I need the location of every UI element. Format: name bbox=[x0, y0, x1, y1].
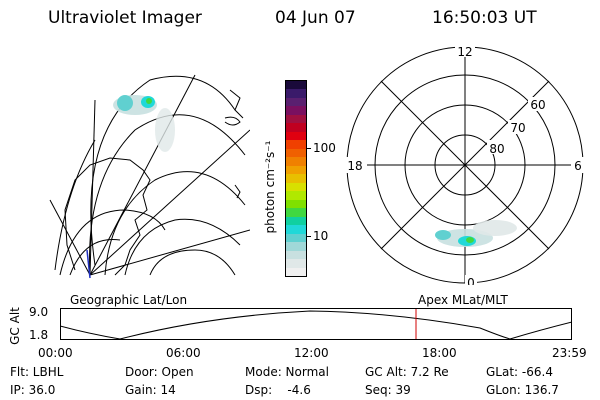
colorbar-band bbox=[286, 114, 306, 124]
colorbar-band bbox=[286, 233, 306, 243]
colorbar bbox=[285, 80, 307, 277]
colorbar-unit-label: photon cm⁻²s⁻¹ bbox=[263, 140, 277, 234]
timeline-xtick-0000: 00:00 bbox=[38, 346, 73, 360]
colorbar-tick-mark-10 bbox=[306, 236, 311, 237]
timeline-xtick-0600: 06:00 bbox=[166, 346, 201, 360]
colorbar-band bbox=[286, 174, 306, 183]
mode-value: Mode: Normal bbox=[245, 365, 329, 379]
coastline bbox=[64, 157, 151, 276]
map-graticule bbox=[49, 74, 250, 276]
geographic-map bbox=[49, 74, 250, 279]
colorbar-band bbox=[286, 182, 306, 192]
altitude-timeline bbox=[60, 308, 572, 340]
timeline-yaxis-label: GC Alt bbox=[8, 307, 22, 345]
seq-value: Seq: 39 bbox=[365, 383, 411, 397]
ip-value: IP: 36.0 bbox=[10, 383, 56, 397]
mlt-label-12: 12 bbox=[457, 45, 472, 59]
colorbar-band bbox=[286, 250, 306, 260]
colorbar-band bbox=[286, 131, 306, 141]
colorbar-band bbox=[286, 97, 306, 107]
date-label: 04 Jun 07 bbox=[275, 8, 356, 28]
lat-label-70: 70 bbox=[510, 121, 525, 135]
door-value: Door: Open bbox=[125, 365, 194, 379]
colorbar-tick-10: 10 bbox=[313, 229, 329, 243]
filter-value: Flt: LBHL bbox=[10, 365, 64, 379]
polar-plot: 12 18 6 0 60 70 80 bbox=[345, 45, 585, 285]
colorbar-band bbox=[286, 140, 306, 149]
colorbar-band bbox=[286, 208, 306, 217]
spacecraft-track bbox=[86, 249, 91, 279]
colorbar-band bbox=[286, 157, 306, 166]
time-label: 16:50:03 UT bbox=[432, 8, 537, 28]
apex-mlat-mlt-label: Apex MLat/MLT bbox=[418, 293, 508, 307]
colorbar-band bbox=[286, 123, 306, 132]
gain-value: Gain: 14 bbox=[125, 383, 176, 397]
colorbar-band bbox=[286, 267, 306, 277]
colorbar-band bbox=[286, 225, 306, 234]
mlt-label-0: 0 bbox=[467, 276, 475, 285]
colorbar-band bbox=[286, 165, 306, 175]
timeline-ytick-low: 1.8 bbox=[29, 328, 49, 342]
timeline-xtick-1800: 18:00 bbox=[422, 346, 457, 360]
gc-alt-value: GC Alt: 7.2 Re bbox=[365, 365, 449, 379]
colorbar-band bbox=[286, 106, 306, 115]
colorbar-band bbox=[286, 242, 306, 251]
colorbar-band bbox=[286, 89, 306, 98]
colorbar-tick-100: 100 bbox=[313, 141, 336, 155]
app-title: Ultraviolet Imager bbox=[48, 8, 202, 28]
mlt-label-6: 6 bbox=[574, 159, 582, 173]
lat-label-80: 80 bbox=[489, 142, 504, 156]
colorbar-band bbox=[286, 199, 306, 209]
dsp-value: Dsp: -4.6 bbox=[245, 383, 311, 397]
colorbar-band bbox=[286, 259, 306, 268]
colorbar-band bbox=[286, 191, 306, 200]
aurora-emission-geo bbox=[113, 95, 175, 152]
aurora-emission-polar bbox=[435, 220, 517, 247]
colorbar-band bbox=[286, 81, 306, 90]
timeline-xtick-2359: 23:59 bbox=[552, 346, 587, 360]
mlt-label-18: 18 bbox=[347, 159, 362, 173]
colorbar-tick-mark-100 bbox=[306, 148, 311, 149]
glat-value: GLat: -66.4 bbox=[486, 365, 553, 379]
colorbar-band bbox=[286, 148, 306, 158]
timeline-ytick-high: 9.0 bbox=[29, 305, 49, 319]
glon-value: GLon: 136.7 bbox=[486, 383, 559, 397]
timeline-xtick-1200: 12:00 bbox=[294, 346, 329, 360]
lat-label-60: 60 bbox=[530, 98, 545, 112]
colorbar-band bbox=[286, 216, 306, 226]
altitude-curve bbox=[60, 310, 572, 340]
geo-latlon-label: Geographic Lat/Lon bbox=[70, 293, 188, 307]
